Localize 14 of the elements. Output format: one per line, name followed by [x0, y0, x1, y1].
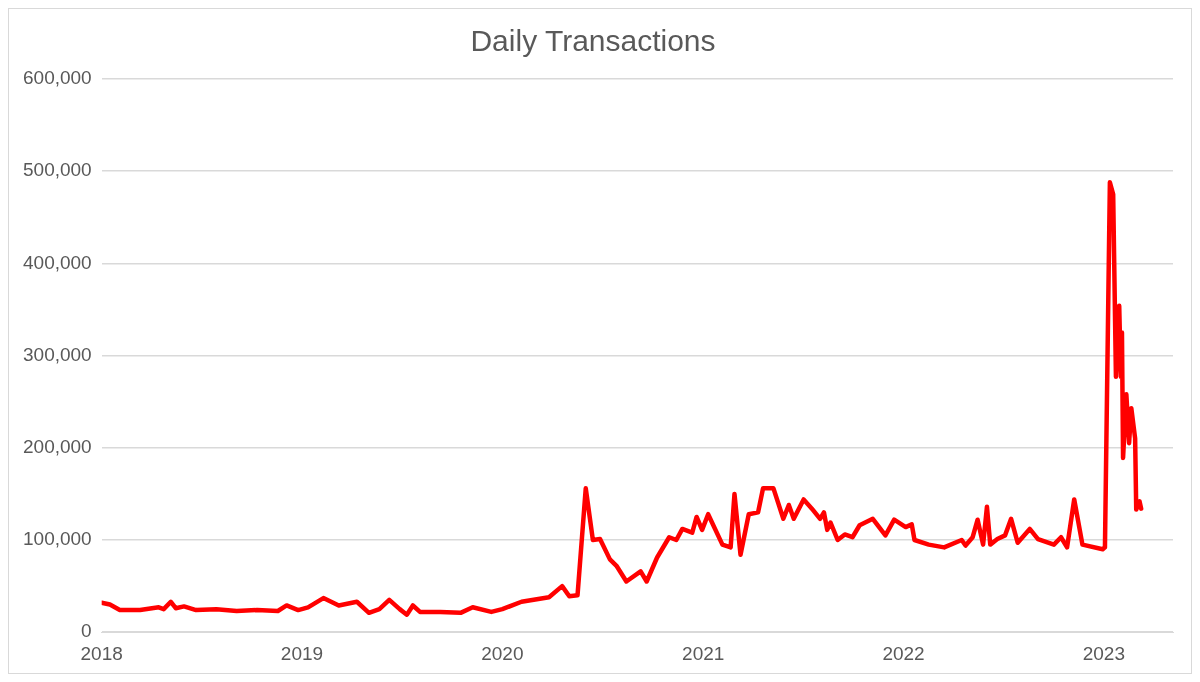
y-tick-label: 300,000 — [22, 343, 92, 365]
x-tick-label: 2020 — [481, 642, 524, 664]
y-tick-label: 400,000 — [22, 251, 92, 273]
y-tick-label: 200,000 — [22, 436, 92, 458]
x-tick-label: 2018 — [80, 642, 123, 664]
y-tick-label: 100,000 — [22, 528, 92, 550]
y-tick-label: 0 — [81, 620, 92, 642]
chart-title: Daily Transactions — [470, 24, 716, 58]
y-tick-label: 600,000 — [22, 67, 92, 89]
x-tick-label: 2019 — [280, 642, 324, 664]
x-tick-label: 2022 — [882, 642, 925, 664]
x-tick-label: 2023 — [1082, 642, 1125, 664]
y-tick-label: 500,000 — [22, 159, 92, 181]
x-tick-label: 2021 — [682, 642, 725, 664]
